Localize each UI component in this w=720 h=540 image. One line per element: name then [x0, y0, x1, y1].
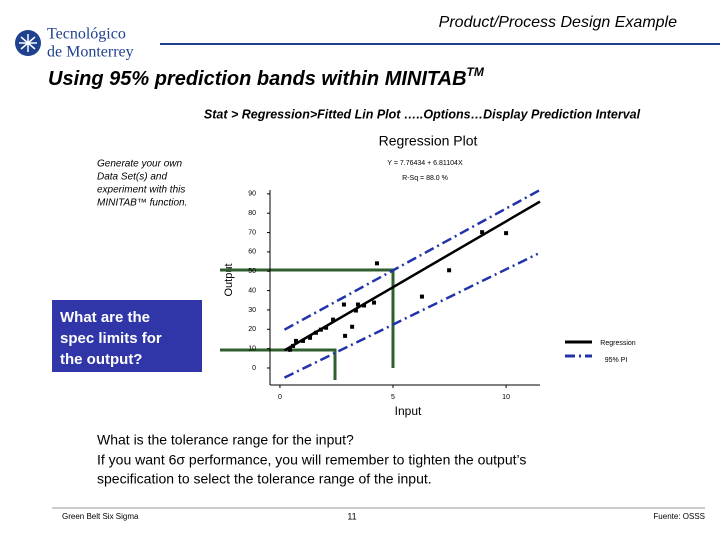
body-line: What is the tolerance range for the inpu…	[97, 432, 354, 448]
r-squared: R-Sq = 88.0 %	[402, 175, 448, 182]
question-line: What are the	[60, 309, 150, 326]
page-number: 11	[347, 511, 356, 521]
guide-lines	[220, 268, 395, 380]
chart-title: Regression Plot	[379, 133, 478, 149]
y-tick-label: 40	[248, 287, 256, 294]
x-tick-label: 0	[278, 394, 282, 401]
point	[324, 325, 329, 330]
note-line: experiment with this	[97, 185, 185, 196]
point	[355, 302, 360, 307]
point	[362, 303, 367, 308]
y-tick-label: 80	[248, 210, 256, 217]
pi-lower	[283, 252, 539, 379]
header-title: Product/Process Design Example	[439, 14, 677, 31]
footer-left: Green Belt Six Sigma	[62, 512, 139, 521]
trademark: TM	[467, 65, 485, 79]
point	[313, 330, 318, 335]
point	[291, 343, 296, 348]
point	[350, 324, 355, 329]
equation: Y = 7.76434 + 6.81104X	[387, 160, 463, 167]
chart: Regression Plot Y = 7.76434 + 6.81104X R…	[220, 133, 636, 418]
note-line: MINITAB™ function.	[97, 198, 187, 209]
y-tick-label: 70	[248, 229, 256, 236]
body-line: specification to select the tolerance ra…	[97, 471, 432, 487]
y-tick-label: 60	[248, 249, 256, 256]
x-tick-label: 10	[502, 394, 510, 401]
point	[480, 230, 485, 235]
question-line: the output?	[60, 351, 142, 368]
note-line: Generate your own	[97, 159, 182, 170]
point	[308, 335, 313, 340]
y-tick-label: 20	[248, 326, 256, 333]
body-line: If you want 6σ performance, you will rem…	[97, 452, 526, 468]
slide-title-text: Using 95% prediction bands within MINITA…	[48, 68, 467, 90]
slide-title: Using 95% prediction bands within MINITA…	[48, 65, 485, 90]
point	[301, 338, 306, 343]
question-box	[52, 300, 202, 372]
point	[331, 317, 336, 322]
y-tick-label: 0	[252, 365, 256, 372]
y-tick-label: 10	[248, 345, 256, 352]
regression-line	[283, 200, 541, 352]
y-tick-label: 90	[248, 191, 256, 198]
note-line: Data Set(s) and	[97, 172, 167, 183]
point	[447, 268, 452, 273]
y-tick-label: 50	[248, 268, 256, 275]
x-tick-label: 5	[391, 394, 395, 401]
point	[374, 261, 379, 266]
y-axis-label: Output	[223, 263, 235, 296]
point	[504, 231, 509, 236]
point	[419, 294, 424, 299]
question-line: spec limits for	[60, 330, 162, 347]
logo-text: Tecnológico	[47, 26, 126, 43]
point	[294, 338, 299, 343]
legend-label: 95% PI	[605, 357, 628, 364]
logo-text: de Monterrey	[47, 44, 134, 61]
footer-source: Fuente: OSSS	[653, 512, 705, 521]
point	[287, 347, 292, 352]
pi-upper	[283, 188, 541, 331]
x-axis-label: Input	[395, 404, 422, 418]
point	[343, 333, 348, 338]
point	[353, 308, 358, 313]
legend-label: Regression	[600, 340, 636, 347]
point	[341, 302, 346, 307]
point	[318, 327, 323, 332]
menu-path: Stat > Regression>Fitted Lin Plot …..Opt…	[204, 107, 641, 121]
y-tick-label: 30	[248, 307, 256, 314]
logo-emblem	[15, 30, 41, 56]
point	[372, 300, 377, 305]
